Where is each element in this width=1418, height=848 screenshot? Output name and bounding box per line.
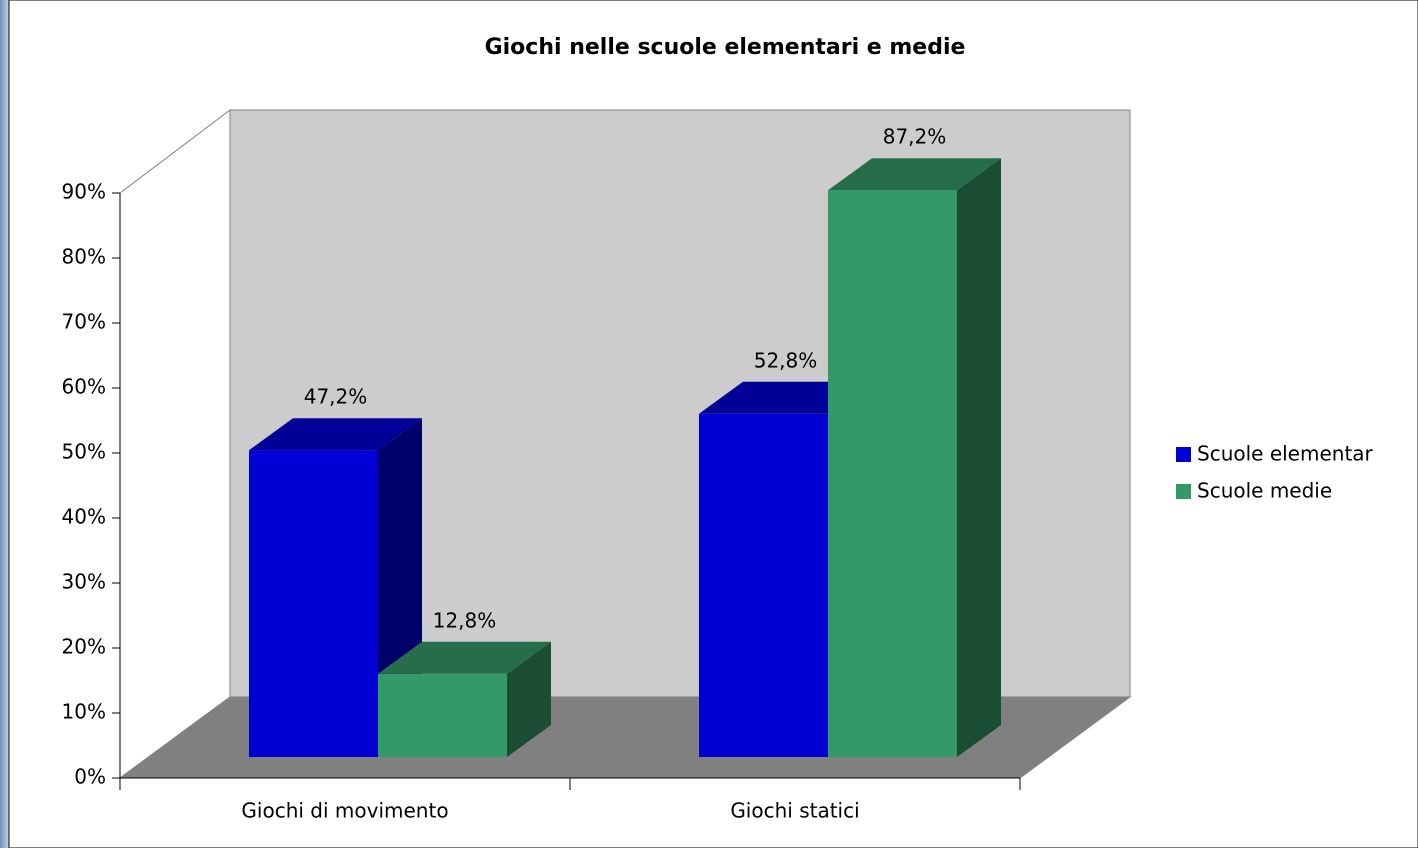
y-tick-label: 20% xyxy=(62,635,106,659)
side-wall xyxy=(119,108,231,779)
x-tick-label: Giochi di movimento xyxy=(241,799,448,823)
background-edge xyxy=(0,0,9,848)
bar-top xyxy=(828,158,1001,191)
x-tick-label: Giochi statici xyxy=(730,799,859,823)
y-tick-label: 50% xyxy=(62,440,106,464)
chart-title: Giochi nelle scuole elementari e medie xyxy=(485,35,966,60)
data-label: 52,8% xyxy=(754,348,818,372)
y-tick-label: 40% xyxy=(62,505,106,529)
y-tick-label: 90% xyxy=(62,180,106,204)
data-label: 47,2% xyxy=(304,385,368,409)
bar-top xyxy=(378,641,551,674)
bar-side xyxy=(507,641,551,757)
legend-swatch xyxy=(1176,484,1191,499)
bar xyxy=(828,190,957,757)
y-tick-label: 80% xyxy=(62,245,106,269)
y-tick-label: 70% xyxy=(62,310,106,334)
bar xyxy=(699,413,828,757)
y-tick-label: 0% xyxy=(74,765,106,789)
bar-side xyxy=(957,158,1001,757)
y-tick-label: 10% xyxy=(62,700,106,724)
legend-swatch xyxy=(1176,447,1191,462)
bar xyxy=(249,450,378,757)
legend-label: Scuole medie xyxy=(1197,479,1332,503)
y-tick-label: 60% xyxy=(62,375,106,399)
data-label: 12,8% xyxy=(433,608,497,632)
legend-label: Scuole elementar xyxy=(1197,442,1374,466)
data-label: 87,2% xyxy=(883,125,947,149)
bar xyxy=(378,673,507,757)
y-tick-label: 30% xyxy=(62,570,106,594)
bar-top xyxy=(249,418,422,451)
